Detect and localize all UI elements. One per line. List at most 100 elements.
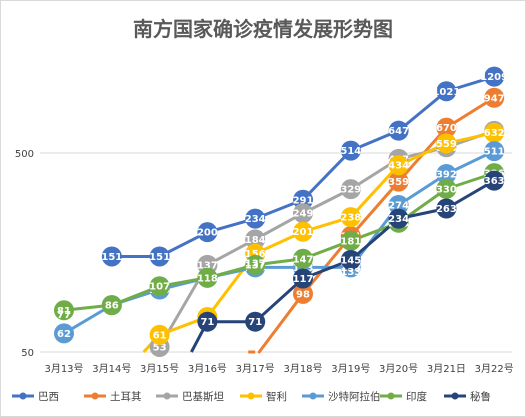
x-tick-label: 3月15号 bbox=[140, 363, 179, 375]
data-point bbox=[245, 229, 266, 250]
data-point bbox=[149, 246, 170, 267]
legend-label: 秘鲁 bbox=[470, 390, 491, 403]
data-label: 329 bbox=[340, 185, 361, 196]
data-point bbox=[484, 122, 505, 143]
data-point bbox=[293, 203, 313, 224]
data-label: 647 bbox=[388, 126, 409, 137]
x-tick-label: 3月16号 bbox=[188, 363, 227, 375]
data-point bbox=[54, 323, 74, 344]
data-label: 151 bbox=[101, 252, 122, 263]
legend-item: 秘鲁 bbox=[444, 390, 491, 403]
data-point bbox=[436, 163, 457, 184]
data-label: 359 bbox=[388, 177, 409, 188]
data-label: 53 bbox=[153, 342, 167, 353]
data-point bbox=[436, 178, 457, 199]
chart-title: 南方国家确诊疫情发展形势图 bbox=[133, 17, 393, 41]
data-point bbox=[245, 208, 266, 229]
legend-marker bbox=[19, 392, 27, 400]
data-point bbox=[293, 283, 313, 304]
data-label: 1209 bbox=[480, 72, 508, 83]
data-label: 559 bbox=[436, 139, 457, 150]
data-label: 133 bbox=[340, 267, 361, 278]
data-point bbox=[436, 81, 457, 102]
data-point bbox=[436, 117, 457, 138]
data-label: 61 bbox=[153, 330, 167, 341]
legend: 巴西 土耳其 巴基斯坦 智利 沙特阿拉伯 印度 秘鲁 bbox=[12, 390, 491, 403]
x-tick-label: 3月17号 bbox=[236, 363, 275, 375]
legend-marker bbox=[387, 392, 395, 400]
x-tick-label: 3月18号 bbox=[283, 363, 322, 375]
data-point bbox=[245, 311, 266, 332]
data-point bbox=[293, 221, 313, 242]
data-label: 392 bbox=[436, 169, 457, 180]
data-point bbox=[293, 248, 313, 269]
y-tick-label: 50 bbox=[21, 348, 34, 359]
x-tick-label: 3月20号 bbox=[379, 363, 418, 375]
data-label: 98 bbox=[296, 289, 310, 300]
data-point bbox=[101, 295, 122, 316]
data-label: 181 bbox=[340, 236, 361, 247]
data-point bbox=[149, 324, 170, 345]
data-label: 77 bbox=[57, 310, 71, 321]
data-label: 184 bbox=[245, 235, 266, 246]
data-point bbox=[340, 140, 361, 161]
data-point bbox=[388, 208, 409, 229]
legend-item: 巴基斯坦 bbox=[156, 390, 224, 403]
data-label: 632 bbox=[484, 128, 505, 139]
data-label: 137 bbox=[245, 260, 266, 271]
legend-marker bbox=[247, 392, 255, 400]
data-label: 263 bbox=[436, 204, 457, 215]
data-label: 238 bbox=[340, 213, 361, 224]
legend-item: 印度 bbox=[380, 390, 427, 403]
data-label: 670 bbox=[436, 123, 457, 134]
legend-item: 智利 bbox=[240, 390, 287, 403]
data-label: 156 bbox=[245, 249, 266, 260]
data-point bbox=[388, 155, 409, 176]
legend-label: 巴基斯坦 bbox=[182, 390, 224, 403]
data-label: 291 bbox=[293, 195, 314, 206]
data-label: 62 bbox=[57, 329, 71, 340]
data-point bbox=[293, 268, 313, 289]
data-label: 330 bbox=[436, 184, 457, 195]
data-point bbox=[388, 120, 409, 141]
data-label: 145 bbox=[340, 255, 361, 266]
data-point bbox=[484, 170, 505, 191]
data-label: 71 bbox=[200, 317, 214, 328]
data-point bbox=[101, 246, 122, 267]
data-point bbox=[388, 171, 409, 192]
data-point bbox=[197, 311, 218, 332]
data-label: 137 bbox=[197, 260, 218, 271]
x-tick-label: 3月19号 bbox=[331, 363, 370, 375]
series-line-segment bbox=[349, 180, 401, 238]
data-label: 514 bbox=[340, 146, 361, 157]
y-tick-label: 500 bbox=[15, 149, 34, 160]
data-label: 234 bbox=[388, 214, 409, 225]
legend-label: 沙特阿拉伯 bbox=[328, 390, 381, 403]
data-label: 511 bbox=[484, 147, 505, 158]
data-point bbox=[436, 133, 457, 154]
legend-marker bbox=[91, 392, 99, 400]
data-label: 363 bbox=[484, 176, 505, 187]
data-point bbox=[436, 198, 457, 219]
series-line-segment bbox=[397, 89, 448, 133]
legend-item: 沙特阿拉伯 bbox=[302, 390, 381, 403]
data-label: 117 bbox=[293, 274, 314, 285]
data-label: 137 bbox=[245, 258, 266, 269]
data-label: 107 bbox=[149, 282, 170, 293]
data-label: 1021 bbox=[432, 87, 460, 98]
data-point bbox=[484, 66, 505, 87]
data-label: 434 bbox=[388, 161, 409, 172]
data-label: 118 bbox=[197, 273, 218, 284]
gridlines bbox=[40, 152, 512, 353]
data-label: 947 bbox=[484, 93, 505, 104]
legend-label: 印度 bbox=[406, 390, 427, 403]
data-point bbox=[54, 300, 74, 321]
data-label: 200 bbox=[197, 228, 218, 239]
data-point bbox=[484, 141, 505, 162]
data-label: 81 bbox=[57, 306, 71, 317]
x-tick-label: 3月22号 bbox=[475, 363, 514, 375]
legend-label: 巴西 bbox=[38, 391, 59, 403]
data-label: 71 bbox=[248, 317, 262, 328]
